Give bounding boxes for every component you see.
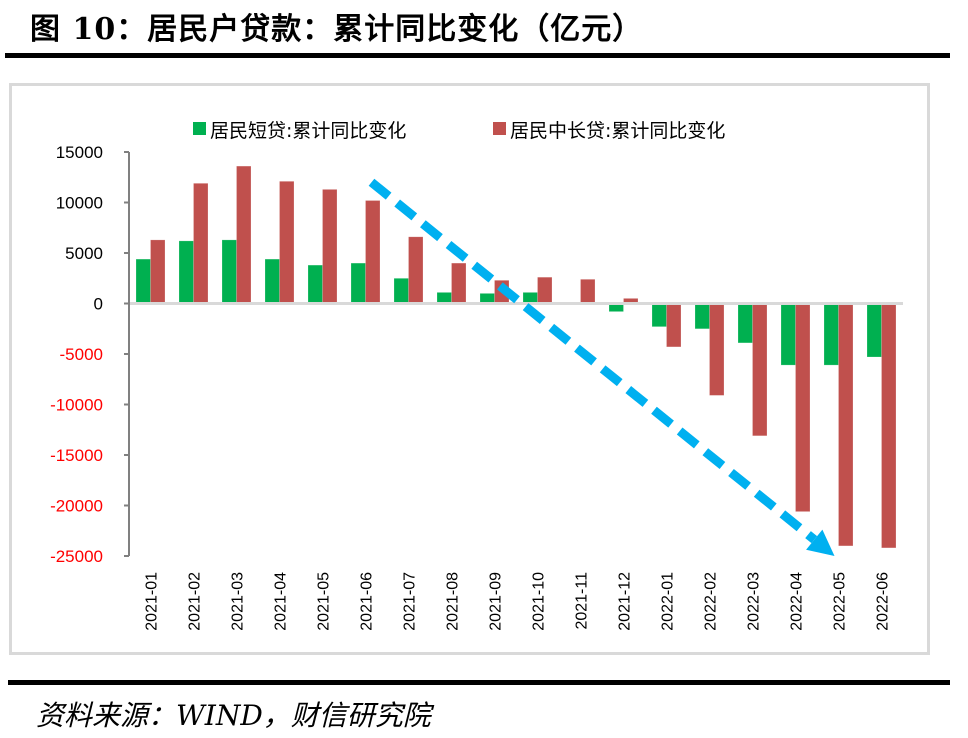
x-tick-label: 2022-03	[746, 572, 763, 631]
bar-long-2021-10	[537, 276, 553, 304]
source-note: 资料来源：WIND，财信研究院	[36, 699, 431, 732]
bar-short-2021-08	[436, 292, 452, 304]
trend-arrow-shaft	[368, 178, 818, 544]
top-rule	[5, 53, 950, 58]
bar-short-2021-05	[307, 264, 323, 304]
bar-long-2021-05	[322, 189, 338, 304]
x-tick-label: 2022-05	[832, 572, 849, 631]
bottom-rule	[8, 680, 950, 685]
bar-long-2021-01	[150, 239, 166, 304]
y-tick-label: 15000	[56, 143, 103, 162]
y-tick-label: 5000	[65, 244, 103, 263]
bar-long-2022-01	[666, 303, 682, 348]
x-tick-label: 2021-04	[273, 572, 290, 631]
bar-short-2022-04	[780, 303, 796, 366]
x-tick-label: 2021-03	[230, 572, 247, 631]
y-tick-label: 0	[94, 295, 103, 314]
bar-short-2021-01	[135, 258, 151, 304]
x-tick-label: 2021-05	[316, 572, 333, 631]
x-tick-label: 2021-06	[359, 572, 376, 631]
bar-long-2021-04	[279, 181, 295, 304]
bar-long-2022-04	[795, 303, 811, 512]
x-tick-label: 2021-01	[144, 572, 161, 631]
x-axis: 2021-01 2021-02 2021-03 2021-04 2021-05 2021-…	[144, 572, 892, 631]
bar-long-2021-02	[193, 183, 209, 304]
y-tick-label: 10000	[56, 194, 103, 213]
bar-long-2022-03	[752, 303, 768, 437]
bars-group	[135, 165, 897, 549]
bar-short-2021-02	[178, 240, 194, 304]
legend-label-short: 居民短贷:累计同比变化	[210, 120, 406, 142]
bar-long-2022-05	[838, 303, 854, 547]
bar-long-2022-02	[709, 303, 725, 396]
y-tick-label: -20000	[50, 497, 103, 516]
x-tick-label: 2022-02	[703, 572, 720, 631]
legend-swatch-short	[193, 122, 206, 135]
x-tick-label: 2021-02	[187, 572, 204, 631]
x-tick-label: 2021-10	[531, 572, 548, 631]
bar-short-2021-07	[393, 277, 409, 304]
x-tick-label: 2022-01	[660, 572, 677, 631]
y-tick-label: -15000	[50, 446, 103, 465]
y-axis: 15000 10000 5000 0 -5000 -10000 -15000 -20000 -2…	[50, 143, 130, 566]
x-tick-label: 2021-11	[574, 572, 591, 630]
figure-title: 图 10：居民户贷款：累计同比变化（亿元）	[30, 12, 644, 47]
bar-short-2021-09	[479, 293, 495, 304]
bar-long-2021-08	[451, 262, 467, 304]
chart-frame	[9, 83, 930, 655]
bar-long-2021-11	[580, 278, 596, 304]
x-tick-label: 2022-04	[789, 572, 806, 631]
bar-long-2022-06	[881, 303, 897, 549]
x-tick-label: 2022-06	[875, 572, 892, 631]
y-tick-label: -25000	[50, 547, 103, 566]
x-tick-label: 2021-08	[445, 572, 462, 631]
bar-short-2021-10	[522, 292, 538, 304]
legend-label-long: 居民中长贷:累计同比变化	[510, 120, 725, 142]
bar-short-2021-04	[264, 258, 280, 304]
y-tick-label: -10000	[50, 396, 103, 415]
x-tick-label: 2021-12	[617, 572, 634, 631]
x-tick-label: 2021-07	[402, 572, 419, 631]
trend-arrow-group	[368, 178, 835, 556]
legend-swatch-long	[493, 122, 506, 135]
bar-short-2022-03	[737, 303, 753, 344]
bar-short-2022-06	[866, 303, 882, 358]
bar-short-2022-01	[651, 303, 667, 328]
y-tick-label: -5000	[60, 345, 103, 364]
bar-short-2022-02	[694, 303, 710, 330]
bar-short-2022-05	[823, 303, 839, 366]
bar-short-2021-03	[221, 239, 237, 304]
bar-short-2021-06	[350, 262, 366, 304]
legend: 居民短贷:累计同比变化 居民中长贷:累计同比变化	[193, 120, 725, 142]
x-tick-label: 2021-09	[488, 572, 505, 631]
bar-long-2021-03	[236, 165, 252, 304]
bar-long-2021-07	[408, 236, 424, 304]
bar-long-2021-06	[365, 200, 381, 304]
trend-arrow-head	[806, 529, 835, 556]
